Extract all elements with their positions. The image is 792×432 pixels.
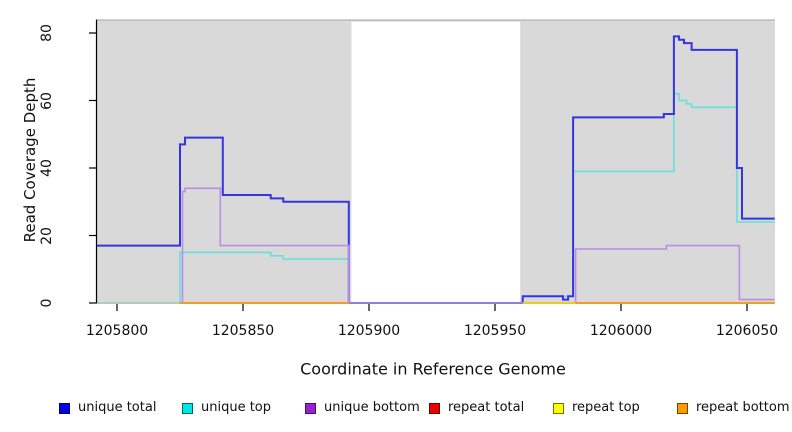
legend-label: unique bottom bbox=[324, 400, 420, 415]
x-tick-label-1205950: 1205950 bbox=[463, 323, 527, 339]
legend-swatch-icon bbox=[429, 402, 440, 414]
legend-label: repeat bottom bbox=[696, 400, 790, 415]
legend-item-unique-total: unique total bbox=[59, 401, 156, 415]
legend-swatch-icon bbox=[59, 402, 70, 414]
legend-label: repeat top bbox=[572, 400, 640, 415]
y-tick-label-0: 0 bbox=[39, 298, 55, 308]
legend-item-unique-bottom: unique bottom bbox=[305, 401, 420, 415]
legend-swatch-icon bbox=[305, 402, 316, 414]
y-axis-title: Read Coverage Depth bbox=[21, 77, 39, 243]
y-tick-label-80: 80 bbox=[39, 24, 55, 42]
legend-item-repeat-top: repeat top bbox=[553, 401, 640, 415]
legend-label: unique top bbox=[201, 400, 272, 415]
legend-swatch-icon bbox=[553, 402, 564, 414]
series-line-unique-bottom bbox=[96, 187, 775, 304]
y-tick-label-60: 60 bbox=[39, 91, 55, 110]
legend-swatch-icon bbox=[677, 402, 688, 414]
y-tick-label-40: 40 bbox=[39, 159, 55, 177]
x-tick-label-1205850: 1205850 bbox=[211, 323, 275, 339]
x-axis-title: Coordinate in Reference Genome bbox=[300, 359, 566, 379]
coverage-gap-region bbox=[351, 21, 521, 303]
x-tick-label-1205800: 1205800 bbox=[85, 323, 149, 339]
y-tick-label-20: 20 bbox=[39, 226, 55, 245]
series-line-unique-total bbox=[96, 35, 775, 304]
x-tick-label-1205900: 1205900 bbox=[337, 323, 401, 339]
legend-item-repeat-total: repeat total bbox=[429, 401, 524, 415]
x-tick-label-1206050: 1206050 bbox=[715, 323, 779, 339]
legend-label: unique total bbox=[78, 400, 157, 415]
legend-label: repeat total bbox=[448, 400, 525, 415]
legend-swatch-icon bbox=[182, 402, 193, 414]
legend-item-unique-top: unique top bbox=[182, 401, 271, 415]
legend-item-repeat-bottom: repeat bottom bbox=[677, 401, 790, 415]
x-tick-label-1206000: 1206000 bbox=[589, 323, 653, 339]
